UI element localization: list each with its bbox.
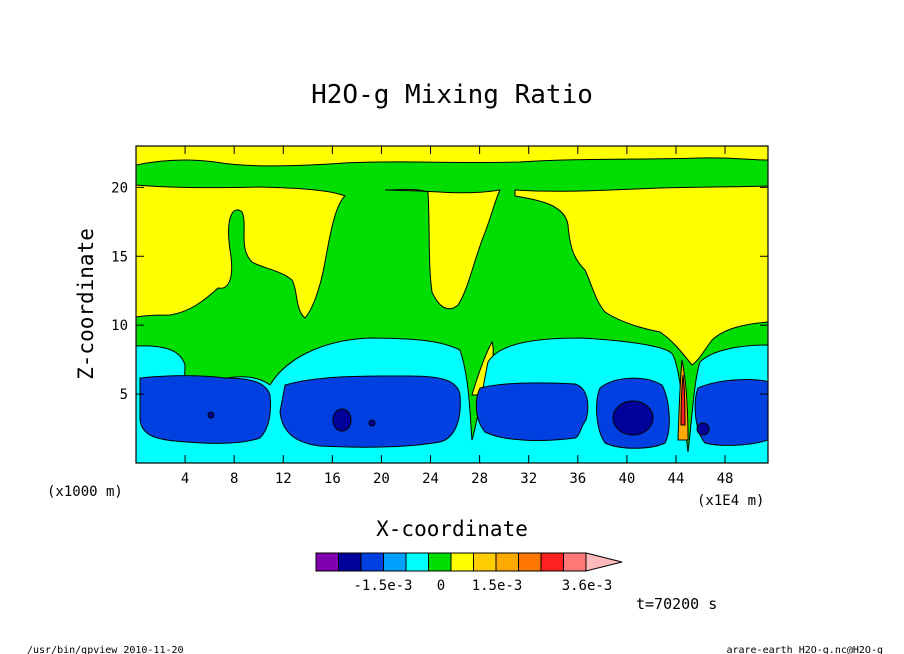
footer-right: arare-earth_H2O-g.nc@H2O-g [726,645,883,654]
x-tick-label: 16 [324,471,341,487]
contour-band-yellow-left [136,184,346,319]
colorbar-swatch [405,552,429,572]
x-tick-label: 12 [275,471,292,487]
x-unit-label: (x1000 m) [47,484,123,500]
colorbar-tick-label: -1.5e-3 [353,578,412,594]
x-tick-label: 24 [422,471,439,487]
colorbar-swatch [315,552,339,572]
contour-spot-4 [207,411,215,419]
x-tick-label: 4 [181,471,189,487]
x-tick-label: 32 [520,471,537,487]
x-axis-title: X-coordinate [376,517,528,541]
x-axis-ticks: 4 8 12 16 20 24 28 32 36 40 44 48 [181,146,734,487]
colorbar-swatch [518,552,542,572]
contour-band-yellow-mid [384,189,501,310]
y-tick-label: 10 [111,318,128,334]
contour-band-blue-5 [694,379,768,446]
colorbar-swatch [473,552,497,572]
colorbar-swatch [383,552,407,572]
x-tick-label: 40 [618,471,635,487]
time-label: t=70200 s [636,595,717,613]
colorbar-swatch [360,552,384,572]
colorbar [315,552,623,572]
x-tick-label: 48 [717,471,734,487]
contour-band-yellow-top [136,146,768,167]
contour-spot-5 [368,419,376,427]
colorbar-swatch [450,552,474,572]
contour-band-blue-2 [279,375,461,448]
y-tick-label: 20 [111,180,128,196]
x-tick-label: 44 [668,471,685,487]
x-tick-label: 20 [373,471,390,487]
contour-band-blue-1 [139,375,271,444]
x-scale-label: (x1E4 m) [697,493,764,509]
contour-spot-2 [612,400,654,436]
contour-band-blue-3 [475,382,589,441]
contour-band-red-column [680,374,686,426]
colorbar-tick-label: 3.6e-3 [562,578,613,594]
y-axis-title: Z-coordinate [74,228,98,380]
x-tick-label: 28 [471,471,488,487]
colorbar-tick-label: 1.5e-3 [472,578,523,594]
plot-frame [135,145,769,464]
colorbar-swatch [495,552,519,572]
footer-left: /usr/bin/gpview 2010-11-20 [27,645,184,654]
x-tick-label: 36 [569,471,586,487]
y-tick-label: 15 [111,249,128,265]
colorbar-swatch [338,552,362,572]
x-tick-label: 8 [230,471,238,487]
colorbar-swatch [540,552,564,572]
contour-spot-3 [696,422,710,436]
colorbar-labels: -1.5e-3 0 1.5e-3 3.6e-3 [353,578,612,594]
colorbar-swatch [563,552,587,572]
y-tick-label: 5 [120,387,128,403]
y-axis-ticks: 5 10 15 20 [111,180,768,403]
contour-spot-1 [332,408,352,432]
contour-band-yellow-right [514,185,768,366]
colorbar-tick-label: 0 [437,578,445,594]
colorbar-swatch [428,552,452,572]
contour-field [136,146,768,463]
chart-title: H2O-g Mixing Ratio [311,80,593,110]
colorbar-arrow [585,552,623,572]
